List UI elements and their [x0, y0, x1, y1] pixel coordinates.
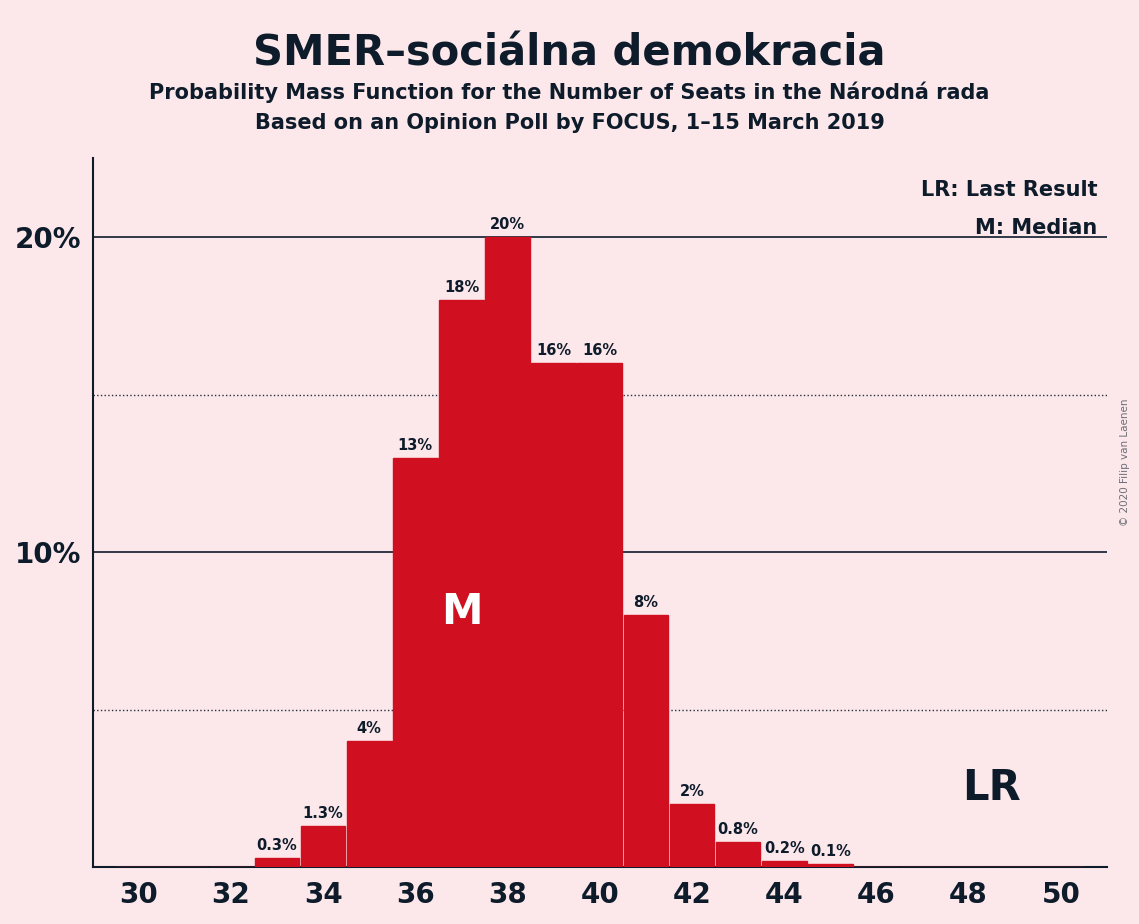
Text: Probability Mass Function for the Number of Seats in the Národná rada: Probability Mass Function for the Number…	[149, 81, 990, 103]
Text: 0.3%: 0.3%	[256, 838, 297, 853]
Text: 0.8%: 0.8%	[718, 822, 759, 837]
Text: Based on an Opinion Poll by FOCUS, 1–15 March 2019: Based on an Opinion Poll by FOCUS, 1–15 …	[254, 113, 885, 133]
Text: SMER–sociálna demokracia: SMER–sociálna demokracia	[253, 32, 886, 74]
Text: 0.1%: 0.1%	[810, 845, 851, 859]
Text: 0.2%: 0.2%	[764, 841, 804, 856]
Bar	[531, 363, 576, 867]
Text: M: Median: M: Median	[975, 218, 1098, 238]
Text: 20%: 20%	[490, 217, 525, 232]
Text: 16%: 16%	[536, 344, 572, 359]
Text: LR: LR	[962, 767, 1021, 809]
Bar	[301, 826, 345, 867]
Text: 18%: 18%	[444, 280, 480, 296]
Bar	[255, 857, 300, 867]
Text: 13%: 13%	[398, 438, 433, 453]
Bar	[808, 864, 853, 867]
Text: 4%: 4%	[357, 722, 382, 736]
Text: LR: Last Result: LR: Last Result	[921, 180, 1098, 201]
Text: © 2020 Filip van Laenen: © 2020 Filip van Laenen	[1121, 398, 1130, 526]
Text: 8%: 8%	[633, 595, 658, 611]
Bar	[440, 300, 484, 867]
Bar	[485, 237, 530, 867]
Bar	[762, 861, 806, 867]
Bar	[577, 363, 622, 867]
Text: 2%: 2%	[680, 784, 704, 799]
Text: 1.3%: 1.3%	[303, 807, 344, 821]
Bar	[715, 842, 761, 867]
Text: 16%: 16%	[582, 344, 617, 359]
Bar	[670, 804, 714, 867]
Bar	[623, 615, 669, 867]
Bar	[393, 457, 437, 867]
Text: M: M	[441, 591, 482, 633]
Bar	[347, 741, 392, 867]
